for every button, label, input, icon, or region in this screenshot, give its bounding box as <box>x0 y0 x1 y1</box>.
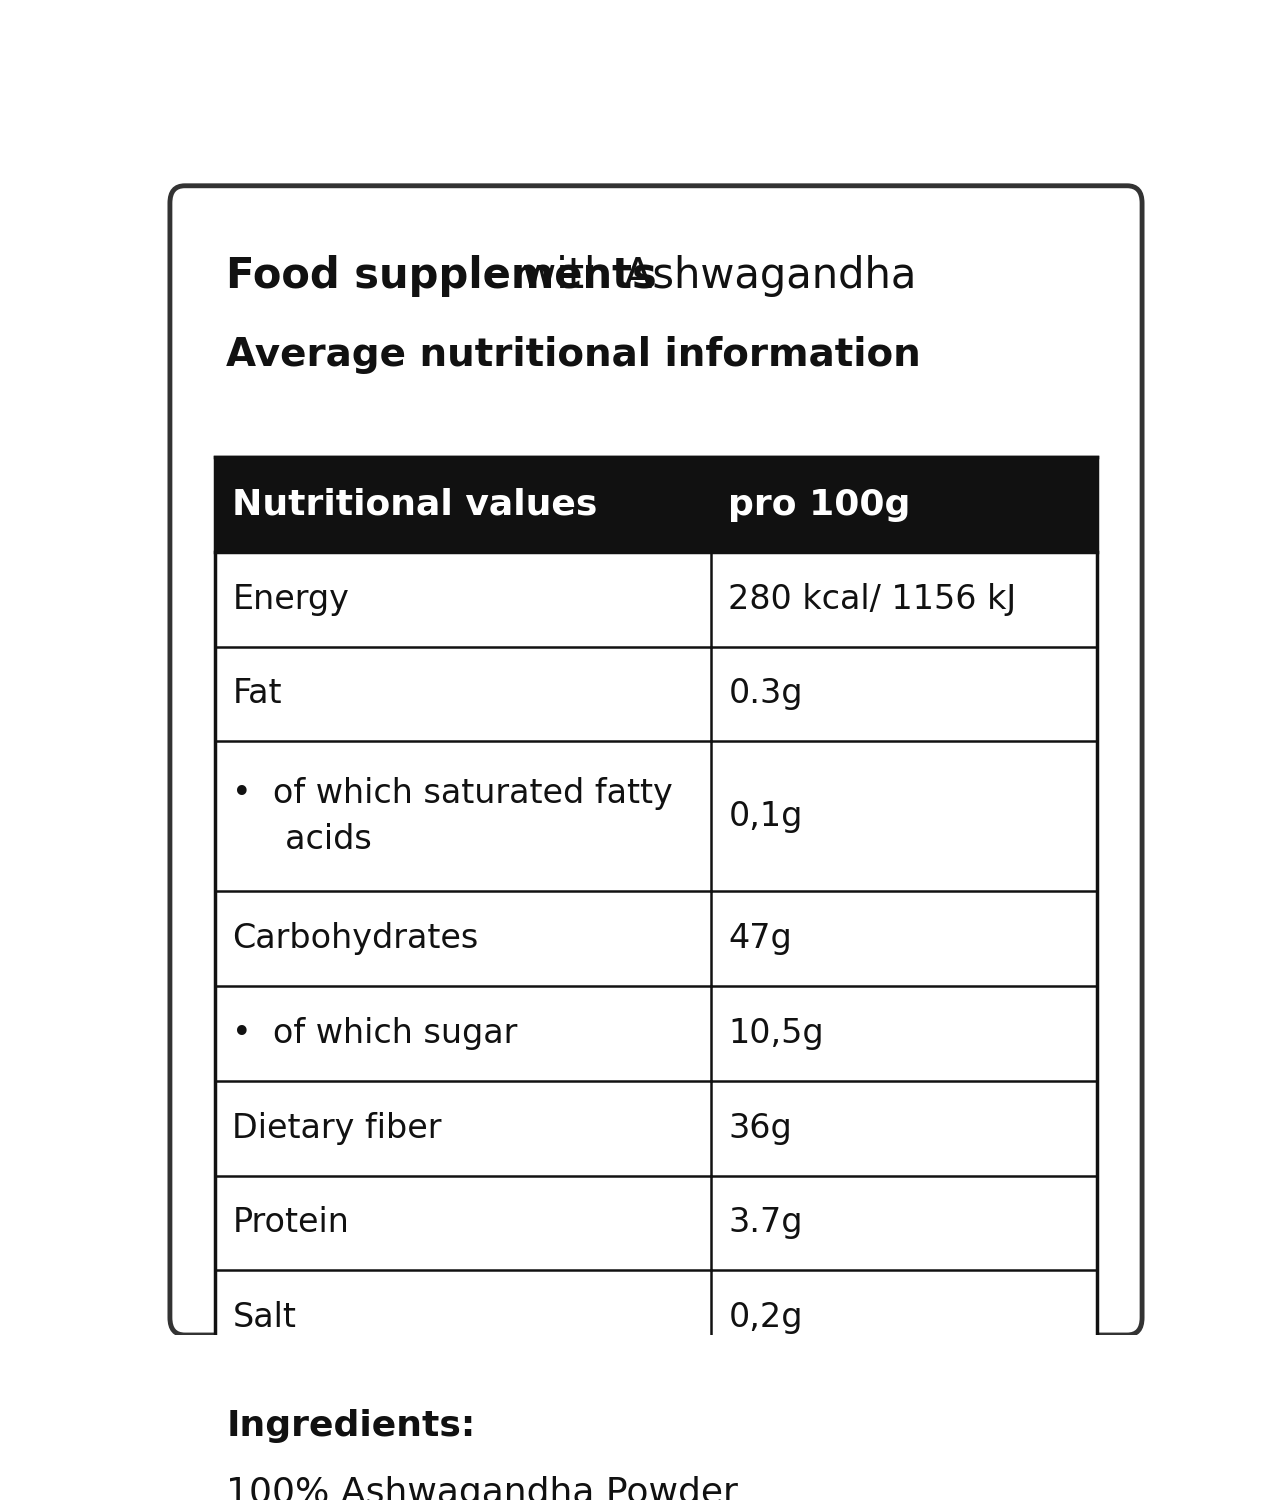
Text: Salt: Salt <box>233 1300 296 1334</box>
Bar <box>215 986 1097 1082</box>
Text: 0.3g: 0.3g <box>728 678 803 711</box>
Text: Nutritional values: Nutritional values <box>233 488 598 522</box>
Bar <box>215 552 1097 646</box>
Text: Fat: Fat <box>233 678 282 711</box>
Text: 3.7g: 3.7g <box>728 1206 803 1239</box>
Text: 36g: 36g <box>728 1112 792 1144</box>
Text: Energy: Energy <box>233 584 349 616</box>
Text: Carbohydrates: Carbohydrates <box>233 922 479 956</box>
Text: 100% Ashwagandha Powder: 100% Ashwagandha Powder <box>227 1476 739 1500</box>
Text: Food supplements: Food supplements <box>227 255 657 297</box>
Bar <box>215 458 1097 1365</box>
Text: 0,2g: 0,2g <box>728 1300 803 1334</box>
Text: pro 100g: pro 100g <box>728 488 911 522</box>
Text: •  of which saturated fatty
     acids: • of which saturated fatty acids <box>233 777 673 856</box>
Bar <box>215 646 1097 741</box>
Text: Ingredients:: Ingredients: <box>227 1408 476 1443</box>
Text: with Ashwagandha: with Ashwagandha <box>509 255 916 297</box>
Bar <box>215 458 1097 552</box>
Bar <box>215 1176 1097 1270</box>
Text: 10,5g: 10,5g <box>728 1017 824 1050</box>
Bar <box>215 1270 1097 1365</box>
Text: Average nutritional information: Average nutritional information <box>227 336 922 374</box>
Text: •  of which sugar: • of which sugar <box>233 1017 518 1050</box>
Text: Dietary fiber: Dietary fiber <box>233 1112 442 1144</box>
Bar <box>215 891 1097 986</box>
FancyBboxPatch shape <box>170 186 1142 1335</box>
Bar <box>215 1082 1097 1176</box>
Text: 280 kcal/ 1156 kJ: 280 kcal/ 1156 kJ <box>728 584 1016 616</box>
Text: 0,1g: 0,1g <box>728 800 803 832</box>
Text: 47g: 47g <box>728 922 792 956</box>
Text: Protein: Protein <box>233 1206 349 1239</box>
Bar <box>215 741 1097 891</box>
